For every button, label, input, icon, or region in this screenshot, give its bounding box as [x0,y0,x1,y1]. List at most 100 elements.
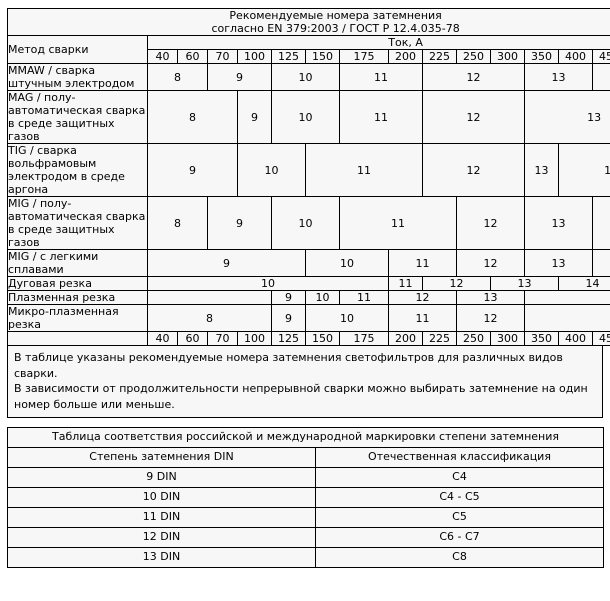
welding-method-label: Микро-плазменная резка [7,304,148,332]
shade-cell: 10 [271,196,340,250]
shade-cell: 12 [456,249,525,277]
current-value-bottom-175: 175 [339,331,389,346]
shade-cell: 12 [456,196,525,250]
current-value-top-250: 250 [456,49,491,64]
current-values-row-bottom: 4060701001251501752002252503003504004505… [7,331,610,346]
shade-numbers-table: Рекомендуемые номера затемнения согласно… [6,8,610,346]
current-value-top-60: 60 [177,49,208,64]
shade-cell-empty [147,290,272,305]
current-value-bottom-70: 70 [207,331,238,346]
russian-classification: С5 [314,507,605,528]
current-value-top-400: 400 [558,49,593,64]
current-value-top-200: 200 [388,49,423,64]
shade-cell: 11 [388,304,457,332]
shade-cell: 9 [271,304,306,332]
shade-cell: 12 [422,143,525,197]
shade-cell: 9 [207,196,272,250]
din-table-header-2: Отечественная классификация [314,447,605,468]
note-line-1: В таблице указаны рекомендуемые номера з… [14,351,563,380]
shade-cell: 10 [305,249,389,277]
current-value-top-300: 300 [490,49,525,64]
russian-classification: С6 - С7 [314,527,605,548]
shade-cell: 10 [237,143,306,197]
current-value-bottom-250: 250 [456,331,491,346]
current-value-top-175: 175 [339,49,389,64]
shade-cell: 10 [271,63,340,91]
din-table-row: 12 DIN С6 - С7 [7,527,605,548]
note-line-3: номер больше или меньше. [14,397,175,411]
current-value-top-40: 40 [147,49,178,64]
shade-cell: 11 [339,196,457,250]
shade-cell: 11 [339,290,389,305]
shade-cell: 14 [557,143,610,197]
shade-cell: 12 [422,276,491,291]
current-value-top-450: 450 [592,49,610,64]
shade-cell: 10 [305,290,340,305]
welding-method-label: Дуговая резка [7,276,148,291]
second-table-title-row: Таблица соответствия российской и междун… [6,427,605,448]
title-line-2: согласно EN 379:2003 / ГОСТ Р 12.4.035-7… [211,22,460,35]
current-value-bottom-450: 450 [592,331,610,346]
shade-cell: 13 [524,143,559,197]
shade-cell-empty [523,290,610,305]
current-value-bottom-225: 225 [422,331,457,346]
welding-method-label: MIG / полу-автоматическая сварка в среде… [7,196,148,250]
second-table-title: Таблица соответствия российской и междун… [6,427,605,448]
russian-classification: С4 - С5 [314,487,605,508]
shade-cell: 13 [524,249,593,277]
welding-method-label: TIG / сварка вольфрамовым электродом в с… [7,143,148,197]
note-block: В таблице указаны рекомендуемые номера з… [7,346,603,418]
table-row: Плазменная резка 9 10 11 12 13 [7,290,610,305]
current-value-bottom-125: 125 [271,331,306,346]
shade-cell-empty [523,304,610,332]
din-table-row: 13 DIN С8 [7,547,605,568]
current-group-row: Метод сварки Ток, А [7,35,610,64]
current-value-bottom-40: 40 [147,331,178,346]
title-line-1: Рекомендуемые номера затемнения [229,9,442,22]
current-value-bottom-400: 400 [558,331,593,346]
current-value-top-350: 350 [524,49,559,64]
current-value-bottom-60: 60 [177,331,208,346]
shade-cell: 10 [305,304,389,332]
shade-cell: 9 [271,290,306,305]
shade-cell: 9 [147,143,238,197]
welding-method-label: Плазменная резка [7,290,148,305]
footer-corner-cell [7,331,148,346]
shade-cell: 13 [456,290,525,305]
din-shade-level: 12 DIN [7,527,316,548]
welding-method-label: MMAW / сварка штучным электродом [7,63,148,91]
note-line-2: В зависимости от продолжительности непре… [14,382,588,395]
current-value-bottom-100: 100 [237,331,272,346]
table-row: MIG / полу-автоматическая сварка в среде… [7,196,610,250]
shade-cell: 13 [490,276,559,291]
current-value-bottom-300: 300 [490,331,525,346]
din-shade-level: 13 DIN [7,547,316,568]
shade-cell: 14 [591,249,610,277]
welding-method-label: MAG / полу-автоматическая сварка в среде… [7,90,148,144]
shade-cell: 10 [147,276,389,291]
shade-cell: 8 [147,196,208,250]
shade-cell: 9 [237,90,272,144]
din-table-header-row: Степень затемнения DIN Отечественная клас… [7,447,605,468]
din-correspondence-table: Таблица соответствия российской и междун… [6,427,605,568]
current-value-top-100: 100 [237,49,272,64]
shade-cell: 14 [558,276,610,291]
table-row: MAG / полу-автоматическая сварка в среде… [7,90,610,144]
table-row: MIG / с легкими сплавами91011121314 [7,249,610,277]
din-shade-level: 9 DIN [7,467,316,488]
shade-cell: 12 [422,90,525,144]
table-row: MMAW / сварка штучным электродом 8 9 10 11 12… [7,63,610,91]
current-value-bottom-150: 150 [305,331,340,346]
shade-cell: 10 [271,90,340,144]
shade-cell: 9 [147,249,306,277]
section-spacer [7,418,603,427]
din-table-row: 11 DIN С5 [7,507,605,528]
shade-cell: 13 [524,196,593,250]
din-shade-level: 11 DIN [7,507,316,528]
din-table-row: 10 DIN С4 - С5 [7,487,605,508]
shade-cell: 11 [388,249,457,277]
din-shade-level: 10 DIN [7,487,316,508]
shade-cell: 13 [523,90,610,144]
shade-cell: 12 [456,304,525,332]
